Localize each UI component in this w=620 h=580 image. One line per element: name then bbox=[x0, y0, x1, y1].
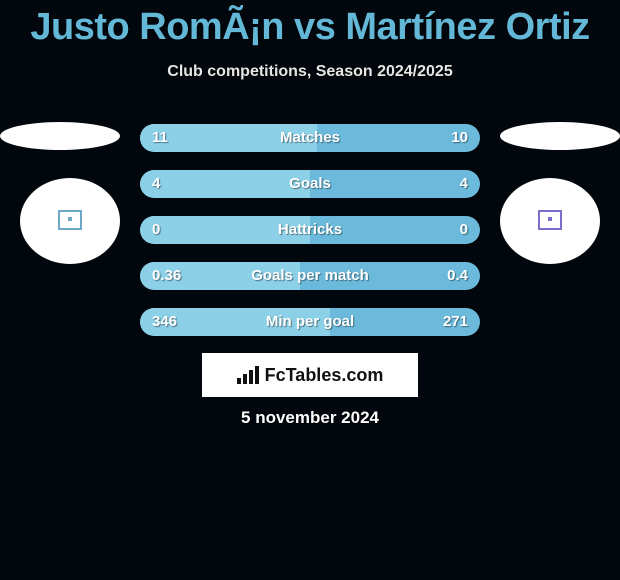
stat-value-right: 10 bbox=[451, 124, 468, 152]
page-title: Justo RomÃ¡n vs Martínez Ortiz bbox=[0, 0, 620, 49]
image-placeholder-icon bbox=[58, 210, 82, 230]
stat-bar: 11Matches10 bbox=[140, 124, 480, 152]
stat-bar: 346Min per goal271 bbox=[140, 308, 480, 336]
stat-label: Matches bbox=[140, 124, 480, 152]
stat-label: Min per goal bbox=[140, 308, 480, 336]
page-subtitle: Club competitions, Season 2024/2025 bbox=[0, 63, 620, 81]
stat-label: Goals bbox=[140, 170, 480, 198]
stat-value-right: 4 bbox=[460, 170, 468, 198]
player-left-avatar bbox=[20, 178, 120, 264]
barchart-icon bbox=[237, 366, 259, 384]
branding-banner: FcTables.com bbox=[202, 353, 418, 397]
stat-value-right: 0 bbox=[460, 216, 468, 244]
branding-text: FcTables.com bbox=[265, 365, 384, 386]
stat-value-right: 0.4 bbox=[447, 262, 468, 290]
stat-label: Goals per match bbox=[140, 262, 480, 290]
stat-bar: 4Goals4 bbox=[140, 170, 480, 198]
stat-value-right: 271 bbox=[443, 308, 468, 336]
player-right-avatar bbox=[500, 178, 600, 264]
stat-bar: 0Hattricks0 bbox=[140, 216, 480, 244]
image-placeholder-icon bbox=[538, 210, 562, 230]
stat-bar: 0.36Goals per match0.4 bbox=[140, 262, 480, 290]
stat-label: Hattricks bbox=[140, 216, 480, 244]
player-left-shadow bbox=[0, 122, 120, 150]
stats-bars: 11Matches10 4Goals4 0Hattricks0 0.36Goals p… bbox=[140, 124, 480, 354]
snapshot-date: 5 november 2024 bbox=[0, 408, 620, 428]
player-right-shadow bbox=[500, 122, 620, 150]
